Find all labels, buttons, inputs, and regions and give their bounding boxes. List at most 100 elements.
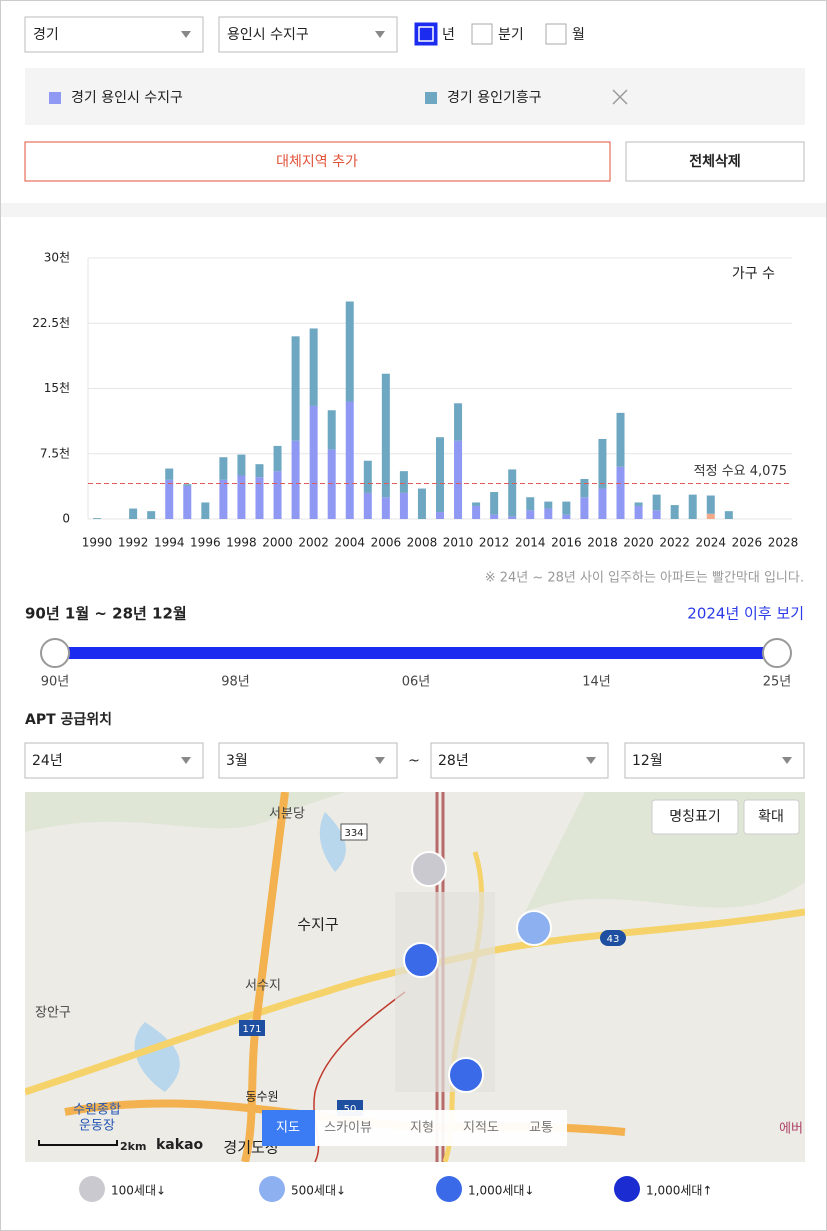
marker-500[interactable] [516, 910, 552, 946]
bar [634, 505, 643, 519]
marker-100[interactable] [411, 851, 447, 887]
to-year[interactable] [430, 742, 609, 779]
range-title: 90년 1월 ~ 28년 12월 [25, 605, 187, 623]
marker-1000[interactable] [448, 1057, 484, 1093]
bar [327, 449, 336, 519]
bar [454, 440, 463, 519]
bar [724, 511, 733, 519]
marker-1000[interactable] [403, 942, 439, 978]
bar [598, 488, 607, 519]
map-label: 171 [242, 1024, 261, 1035]
checkbox-label: 월 [572, 27, 585, 43]
x-tick-label: 2002 [298, 536, 329, 550]
bar [129, 508, 138, 519]
x-tick-label: 2020 [623, 536, 654, 550]
range-tick: 98년 [221, 675, 250, 690]
range-knob[interactable] [762, 638, 792, 668]
legend-label: 경기 용인기흥구 [447, 90, 542, 106]
map-button-label: 명칭표기 [669, 809, 721, 825]
bar [508, 516, 517, 519]
from-month-value: 3월 [226, 753, 248, 769]
map-button[interactable] [651, 799, 739, 835]
bar [165, 468, 174, 480]
from-year-value: 24년 [32, 753, 63, 769]
bar [616, 466, 625, 519]
from-month[interactable] [218, 742, 398, 779]
bar [381, 497, 390, 519]
bar [147, 511, 156, 519]
reference-label: 적정 수요 4,075 [694, 464, 787, 479]
x-tick-label: 2006 [371, 536, 402, 550]
map-tab[interactable]: 지형 [410, 1121, 434, 1136]
map-label: 50 [344, 1104, 357, 1115]
bar [165, 479, 174, 519]
x-tick-label: 2014 [515, 536, 546, 550]
map-tab[interactable]: 지적도 [463, 1121, 499, 1136]
bar [634, 502, 643, 506]
range-knob[interactable] [40, 638, 70, 668]
bar [436, 512, 444, 519]
range-tick: 25년 [763, 675, 792, 690]
x-tick-label: 2004 [334, 536, 365, 550]
bar [345, 401, 354, 519]
bar [562, 514, 571, 519]
legend-text: 500세대↓ [291, 1184, 346, 1198]
map-legend: 100세대↓ 500세대↓ 1,000세대↓ 1,000세대↑ [79, 1176, 713, 1202]
y-label: 가구 수 [732, 266, 775, 282]
region-value: 경기 [33, 27, 59, 43]
bar [273, 445, 282, 472]
map-tab-active[interactable] [262, 1110, 315, 1146]
road [241, 792, 289, 1162]
checkbox[interactable] [545, 23, 567, 45]
scale-label: 2km [120, 1140, 146, 1153]
district-select[interactable] [218, 16, 398, 53]
to-month-value: 12월 [632, 753, 663, 769]
bar [490, 492, 499, 515]
bar [237, 454, 246, 476]
checkbox-label: 년 [442, 27, 455, 43]
road-sign [239, 1020, 265, 1036]
map-label: 수원종합 [73, 1103, 121, 1118]
x-tick-label: 2022 [659, 536, 690, 550]
terrain [25, 792, 805, 912]
separator [1, 203, 826, 217]
bar [436, 437, 444, 513]
to-month[interactable] [624, 742, 805, 779]
from-year[interactable] [24, 742, 204, 779]
bar [544, 508, 553, 519]
bar [472, 505, 481, 519]
district-value: 용인시 수지구 [227, 27, 309, 43]
checkbox-inner [418, 26, 434, 42]
legend-text: 1,000세대↑ [646, 1184, 713, 1198]
x-tick-label: 1998 [226, 536, 257, 550]
x-tick-label: 2008 [407, 536, 438, 550]
y-tick-label: 22.5천 [32, 315, 70, 330]
map-tab[interactable]: 지도 [276, 1121, 300, 1136]
clear-button[interactable] [625, 141, 805, 182]
bar [273, 471, 282, 519]
bar [219, 457, 228, 480]
checkbox[interactable] [471, 23, 493, 45]
map-tab[interactable]: 스카이뷰 [324, 1121, 372, 1136]
to-year-value: 28년 [438, 753, 469, 769]
x-tick-label: 2000 [262, 536, 293, 550]
bar [183, 485, 192, 519]
arrow [181, 757, 191, 764]
range-link[interactable]: 2024년 이후 보기 [687, 605, 804, 623]
bar [363, 492, 372, 519]
x-tick-label: 1994 [154, 536, 185, 550]
map-button[interactable] [743, 799, 800, 835]
bar [688, 494, 697, 519]
remove-icon[interactable] [612, 89, 628, 105]
add-button[interactable] [24, 141, 611, 182]
range-track [55, 647, 777, 659]
map[interactable]: 서분당 수지구 서수지 장안구 수원종합 운동장 동수원 경기도청 334 43… [25, 792, 805, 1162]
region-select[interactable] [24, 16, 204, 53]
compare-box [25, 68, 805, 125]
legend-marker [614, 1176, 640, 1202]
bar [490, 514, 499, 519]
legend-text: 1,000세대↓ [468, 1184, 535, 1198]
bar [219, 479, 228, 519]
bar [93, 518, 102, 519]
map-tab[interactable]: 교통 [529, 1121, 553, 1136]
